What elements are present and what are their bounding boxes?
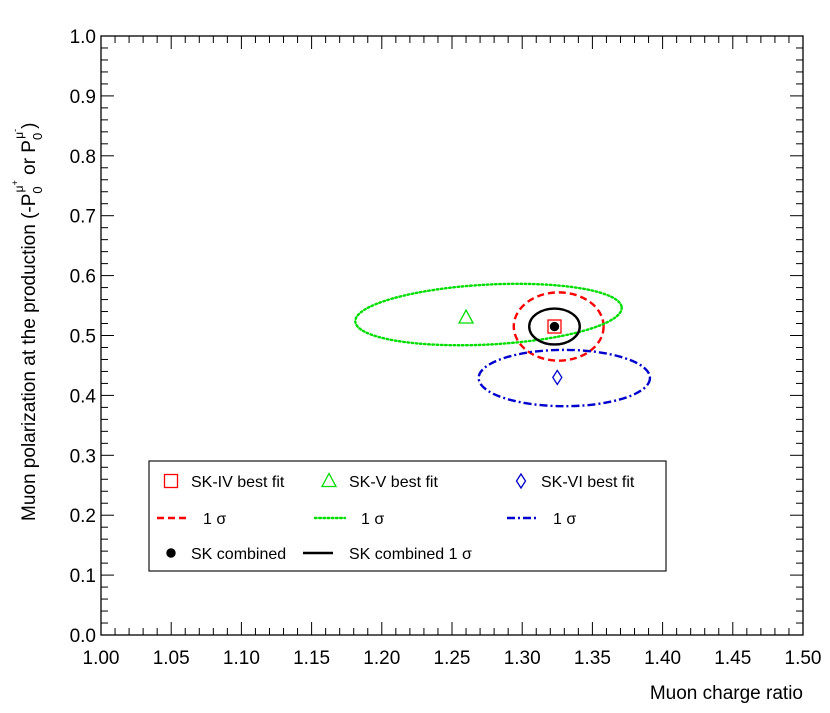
best-fit-points [457,308,563,386]
y-tick-label: 1.0 [70,27,96,48]
point-sk-iv-best-fit [547,319,562,334]
x-tick-label: 1.20 [363,648,400,669]
x-tick-label: 1.50 [785,648,822,669]
y-tick-labels: 0.0 0.1 0.2 0.3 0.4 0.5 0.6 0.7 0.8 0.9 1.0 [70,27,97,647]
x-tick-label: 1.25 [434,648,471,669]
x-axis-title: Muon charge ratio [650,683,803,704]
x-tick-label: 1.40 [644,648,681,669]
legend-label: SK combined 1 σ [349,546,472,563]
legend-label: 1 σ [203,511,226,528]
point-sk-combined [549,321,560,332]
svg-text:Muon polarization at the produ: Muon polarization at the production (-P0… [10,123,45,521]
legend-label: SK-VI best fit [541,474,635,491]
legend-marker-filled-circle [166,548,176,558]
x-tick-label: 1.35 [574,648,611,669]
legend-marker-open-square [163,473,179,489]
point-sk-v-best-fit [457,308,475,324]
y-axis-title-main: Muon polarization at the production (-P [19,194,40,521]
legend-box [148,460,667,572]
legend-label: SK combined [191,546,286,563]
x-tick-label: 1.05 [153,648,190,669]
contour-sk-iv-1- [512,291,605,362]
y-tick-label: 0.9 [70,87,96,108]
y-tick-label: 0.1 [70,566,96,587]
x-tick-labels: 1.00 1.05 1.10 1.15 1.20 1.25 1.30 1.35 1.40 1.45… [83,648,822,669]
legend-marker-open-triangle [320,472,338,488]
contour-sk-v-1- [354,282,623,347]
legend-marker-open-diamond [515,472,527,490]
y-tick-label: 0.5 [70,327,96,348]
x-tick-label: 1.15 [293,648,330,669]
contour-sk-vi-1- [477,348,652,408]
y-tick-label: 0.7 [70,207,96,228]
x-tick-label: 1.10 [223,648,260,669]
contours [354,282,652,408]
y-tick-label: 0.0 [70,626,96,647]
y-tick-label: 0.2 [70,506,96,527]
x-tick-label: 1.30 [504,648,541,669]
y-tick-label: 0.4 [70,386,97,407]
legend: SK-IV best fit SK-V best fit SK-VI best fi… [148,460,667,572]
legend-label: SK-V best fit [349,474,438,491]
point-sk-vi-best-fit [552,369,563,386]
axis-ticks [100,35,804,636]
y-axis-title: Muon polarization at the production (-P0… [10,123,45,521]
y-tick-label: 0.6 [70,267,96,288]
legend-label: SK-IV best fit [191,474,285,491]
x-tick-label: 1.00 [83,648,120,669]
contour-sk-combined-1- [528,307,581,346]
legend-label: 1 σ [361,511,384,528]
y-tick-label: 0.8 [70,147,96,168]
legend-label: 1 σ [553,511,576,528]
y-tick-label: 0.3 [70,446,96,467]
x-tick-label: 1.45 [714,648,751,669]
